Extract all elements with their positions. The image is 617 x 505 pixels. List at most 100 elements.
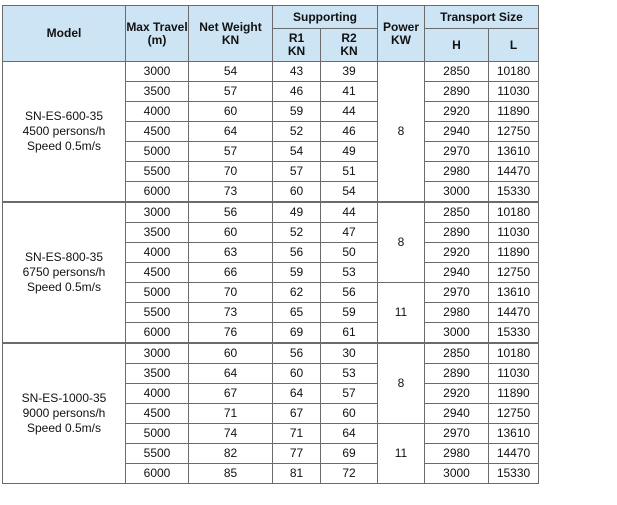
power-cell: 8	[377, 61, 425, 203]
r1-cell: 60	[272, 181, 321, 203]
r1-cell: 62	[272, 282, 321, 303]
power-cell: 8	[377, 201, 425, 283]
r2-cell: 64	[320, 423, 378, 444]
r2-cell: 46	[320, 121, 378, 142]
r2-cell: 50	[320, 242, 378, 263]
header-net-weight-line2: KN	[221, 32, 240, 47]
table-row: 3500 60 52 47 2890 11030	[3, 222, 539, 243]
weight-cell: 74	[188, 423, 273, 444]
l-cell: 12750	[488, 262, 539, 283]
model-cell: SN-ES-1000-35 9000 persons/h Speed 0.5m/s	[2, 342, 126, 484]
table-row: SN-ES-600-35 4500 persons/h Speed 0.5m/s 30…	[2, 61, 539, 203]
weight-cell: 82	[188, 443, 273, 464]
travel-cell: 4000	[125, 101, 189, 122]
model-line: Speed 0.5m/s	[26, 421, 102, 435]
r1-cell: 77	[272, 443, 321, 464]
l-cell: 10180	[488, 342, 539, 364]
r1-cell: 60	[272, 363, 321, 384]
h-cell: 2940	[424, 121, 489, 142]
travel-cell: 3500	[125, 363, 189, 384]
escalator-spec-table: Model Max Travel (m) Net Weight KN Suppo…	[2, 5, 539, 484]
model-line: SN-ES-1000-35	[21, 391, 107, 405]
weight-cell: 71	[188, 403, 273, 424]
weight-cell: 60	[188, 101, 273, 122]
l-cell: 13610	[488, 423, 539, 444]
l-cell: 12750	[488, 121, 539, 142]
header-supporting: Supporting	[272, 5, 378, 29]
h-cell: 3000	[424, 322, 489, 344]
weight-cell: 76	[188, 322, 273, 344]
travel-cell: 4500	[125, 403, 189, 424]
header-r2: R2 KN	[320, 28, 378, 62]
l-cell: 11890	[488, 242, 539, 263]
table-row: 4500 71 67 60 2940 12750	[3, 403, 539, 424]
travel-cell: 3500	[125, 81, 189, 102]
r2-cell: 41	[320, 81, 378, 102]
r1-cell: 43	[272, 61, 321, 82]
weight-cell: 63	[188, 242, 273, 263]
r2-cell: 39	[320, 61, 378, 82]
r1-cell: 59	[272, 262, 321, 283]
table-row: 3500 57 46 41 2890 11030	[3, 81, 539, 102]
l-cell: 10180	[488, 201, 539, 223]
r1-cell: 46	[272, 81, 321, 102]
h-cell: 2920	[424, 101, 489, 122]
h-cell: 2920	[424, 383, 489, 404]
travel-cell: 6000	[125, 463, 189, 484]
h-cell: 2980	[424, 443, 489, 464]
r1-cell: 71	[272, 423, 321, 444]
h-cell: 2970	[424, 141, 489, 162]
table-row: 5500 73 65 59 2980 14470	[3, 302, 539, 323]
weight-cell: 64	[188, 121, 273, 142]
header-max-travel-line1: Max Travel	[126, 19, 188, 34]
travel-cell: 5500	[125, 161, 189, 182]
table-row: 5500 82 77 69 2980 14470	[3, 443, 539, 464]
r2-cell: 57	[320, 383, 378, 404]
weight-cell: 70	[188, 282, 273, 303]
r1-cell: 65	[272, 302, 321, 323]
r1-cell: 52	[272, 222, 321, 243]
travel-cell: 3500	[125, 222, 189, 243]
table-row: 5000 57 54 49 2970 13610	[3, 141, 539, 162]
model-line: Speed 0.5m/s	[26, 139, 102, 153]
r2-cell: 53	[320, 262, 378, 283]
travel-cell: 5500	[125, 443, 189, 464]
table-row: SN-ES-800-35 6750 persons/h Speed 0.5m/s 30…	[2, 201, 539, 344]
header-h: H	[424, 28, 489, 62]
model-cell: SN-ES-600-35 4500 persons/h Speed 0.5m/s	[2, 61, 126, 203]
l-cell: 14470	[488, 161, 539, 182]
header-net-weight: Net Weight KN	[188, 5, 273, 62]
table-row: 4000 63 56 50 2920 11890	[3, 242, 539, 263]
l-cell: 12750	[488, 403, 539, 424]
weight-cell: 57	[188, 81, 273, 102]
weight-cell: 60	[188, 342, 273, 364]
l-cell: 14470	[488, 443, 539, 464]
r1-cell: 69	[272, 322, 321, 344]
header-r2-line1: R2	[341, 31, 357, 45]
weight-cell: 67	[188, 383, 273, 404]
table-row: SN-ES-1000-35 9000 persons/h Speed 0.5m/s 3…	[2, 342, 539, 484]
r2-cell: 47	[320, 222, 378, 243]
weight-cell: 73	[188, 302, 273, 323]
weight-cell: 64	[188, 363, 273, 384]
power-cell: 8	[377, 342, 425, 424]
h-cell: 3000	[424, 181, 489, 203]
weight-cell: 66	[188, 262, 273, 283]
header-power-line2: KW	[391, 32, 411, 47]
header-power: Power KW	[377, 5, 425, 62]
model-line: 9000 persons/h	[22, 406, 106, 420]
r1-cell: 49	[272, 201, 321, 223]
h-cell: 2980	[424, 302, 489, 323]
r1-cell: 59	[272, 101, 321, 122]
weight-cell: 85	[188, 463, 273, 484]
l-cell: 10180	[488, 61, 539, 82]
header-net-weight-line1: Net Weight	[199, 19, 262, 34]
h-cell: 3000	[424, 463, 489, 484]
model-line: 6750 persons/h	[22, 265, 106, 279]
r1-cell: 56	[272, 342, 321, 364]
model-line: SN-ES-600-35	[24, 109, 104, 123]
r2-cell: 56	[320, 282, 378, 303]
r2-cell: 72	[320, 463, 378, 484]
h-cell: 2920	[424, 242, 489, 263]
l-cell: 11030	[488, 363, 539, 384]
